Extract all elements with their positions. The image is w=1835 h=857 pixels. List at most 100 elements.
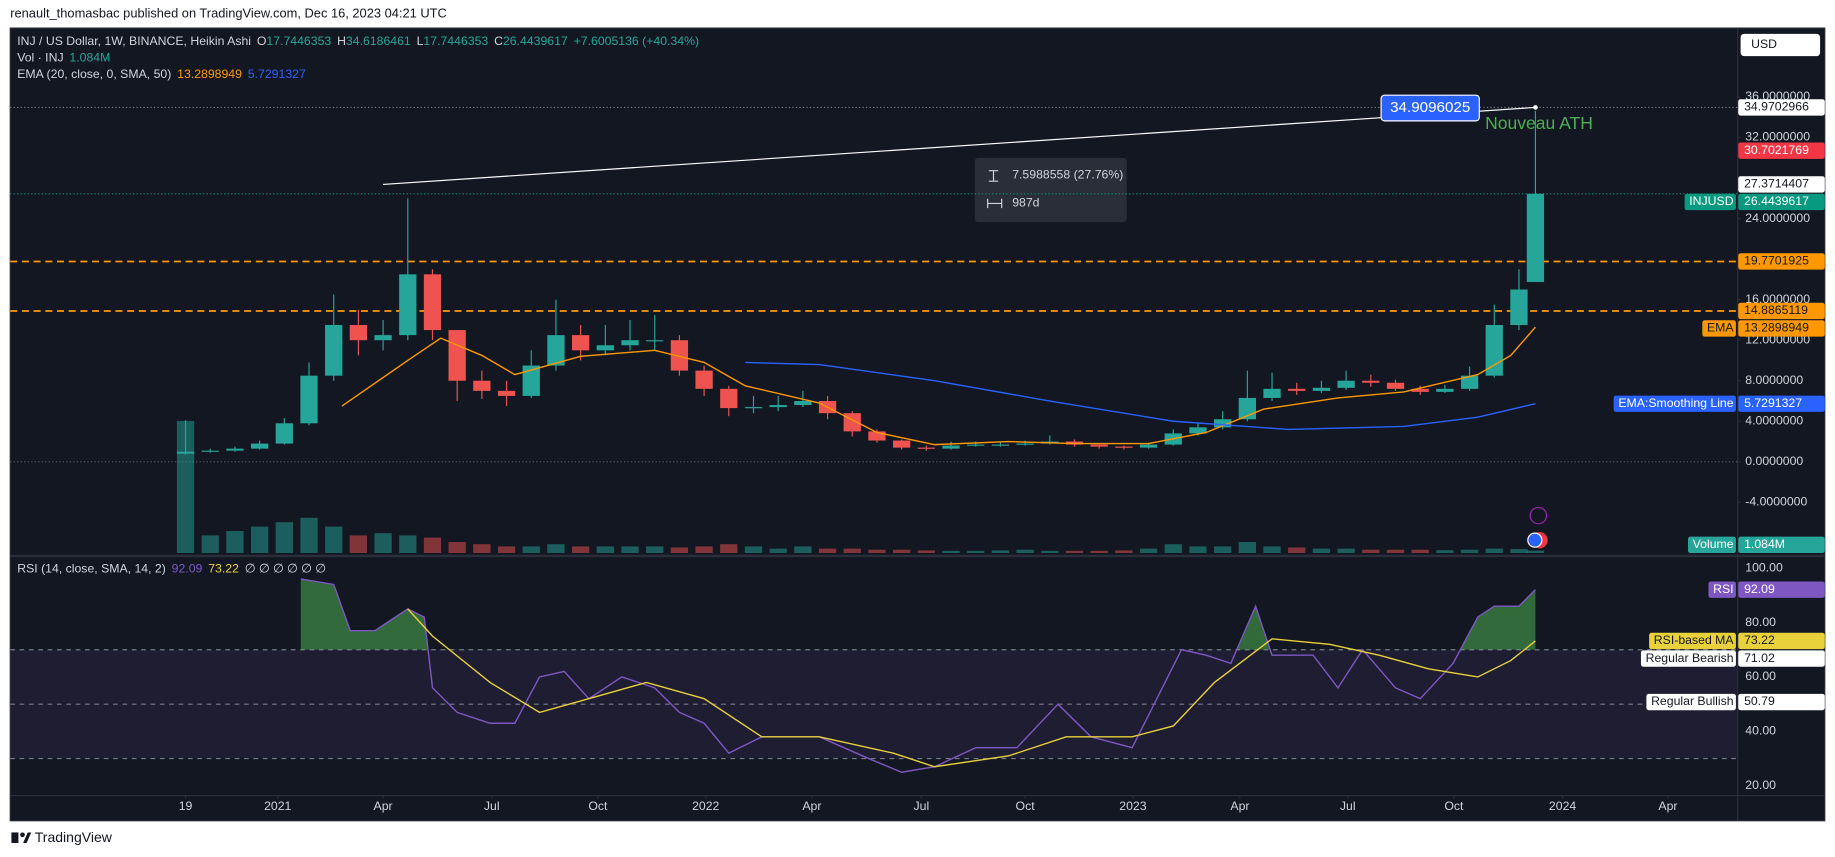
x-tick-label: Apr [1230,799,1249,813]
axis-badge-name-label: Volume [1693,537,1734,551]
candle-body [967,444,985,446]
volume-bar [769,548,787,554]
y-tick-label: 4.0000000 [1745,414,1803,428]
axis-badge-label: 27.3714407 [1744,177,1809,191]
axis-badge [1738,253,1825,270]
axis-badge-label: 50.79 [1744,694,1775,708]
axis-badge [1738,320,1825,337]
axis-badge-name-bg [1646,693,1736,711]
candle-body [250,443,269,449]
currency-button-label[interactable]: USD [1751,37,1777,51]
currency-button[interactable] [1740,33,1821,57]
candle-body [596,345,614,351]
trend-line [383,106,1536,186]
volume-bar [1411,549,1429,554]
volume-bar [1386,549,1405,554]
axis-badge-name-label: Regular Bearish [1646,651,1734,665]
candle-body [794,401,812,406]
axis-badge-name-bg [1640,650,1736,667]
legend-part: 17.7446353 [423,34,488,48]
footer-brand: TradingView [35,829,113,845]
volume-bar [1460,549,1479,554]
x-tick-label: Apr [374,799,393,813]
logo-part [11,832,19,843]
volume-bar [868,549,886,554]
volume-bar [818,548,837,554]
axis-badge-label: 92.09 [1744,582,1775,596]
candle-body [1436,388,1454,392]
axis-badge-label: 34.9702966 [1744,100,1809,114]
candle-body [448,330,466,381]
axis-badge-label: 1.084M [1744,537,1785,551]
trend-handle [1533,105,1538,110]
axis-badge-label: 14.8865119 [1744,303,1808,317]
volume-bar [1436,550,1454,554]
axis-badge-name: RSI [1708,581,1736,598]
volume-bar [1485,548,1503,554]
axis-badge-name-label: INJUSD [1689,194,1733,208]
axis-badge-name: Regular Bullish [1646,693,1736,711]
legend-part: 34.6186461 [346,34,411,48]
legend-part: O [257,34,267,48]
candle-body [917,447,935,449]
axis-badge-name-bg [1687,536,1736,554]
legend-part: RSI (14, close, SMA, 14, 2) [17,562,166,576]
candle-body [349,324,368,341]
volume [176,420,1545,554]
axis-badge-name: Regular Bearish [1640,650,1736,667]
axis-badge-name-bg [1649,632,1736,650]
volume-bar [325,526,343,554]
volume-bar [596,546,614,554]
legend: INJ / US Dollar, 1W, BINANCE, Heikin Ash… [17,34,699,48]
axis-badge-label: 5.7291327 [1744,396,1802,410]
volume-bar [349,535,368,554]
candle-body [1510,289,1528,325]
candle-body [1288,388,1306,391]
legend-part: ∅ ∅ ∅ ∅ ∅ ∅ [245,562,326,576]
rsi-line [300,578,1536,773]
x-tick-label: Oct [1444,799,1464,813]
legend-part: C [494,34,503,48]
legend-part: H [337,34,346,48]
candle-body [1263,388,1281,398]
volume-bar [201,535,219,554]
candle-body [1411,388,1429,392]
volume-bar [1263,546,1281,554]
volume-bar [991,550,1010,554]
axis-badge [1738,193,1825,211]
candle-body [670,340,689,371]
volume-bar [646,546,664,554]
axis-badge [1738,99,1825,116]
measure-icon [987,198,1003,209]
volume-bar [1362,549,1380,554]
candle-body [522,365,540,396]
volume-bar [720,544,738,554]
volume-bar [176,420,195,554]
legend: RSI (14, close, SMA, 14, 2) 92.09 73.22 ∅ ∅… [17,562,326,576]
legend-part: 13.2898949 [177,67,242,81]
annotation-text: Nouveau ATH [1485,113,1593,133]
axis-badge [1738,302,1825,320]
legend-part: INJ / US Dollar, 1W, BINANCE, Heikin Ash… [17,34,251,48]
volume-bar [1214,546,1232,554]
candle-body [201,450,219,452]
axis-badge-name: EMA:Smoothing Line [1613,395,1736,412]
rsi-tick-label: 20.00 [1745,778,1776,792]
y-tick-label: -4.0000000 [1745,495,1807,509]
volume-bar [942,550,960,554]
volume-bar [571,546,590,554]
x-tick-label: 2023 [1119,799,1146,813]
axis-badge-name-bg [1613,395,1736,412]
logo-part [23,832,32,843]
candle-body [769,405,787,408]
candle-body [423,274,442,331]
x-tick-label: 19 [179,799,193,813]
x-tick-label: Oct [588,799,608,813]
volume-bar [497,546,516,554]
axis-badge [1738,176,1825,193]
rsi-ma-line [407,608,1536,768]
rsi-overbought-fill [300,578,1536,650]
volume-bar [967,550,985,554]
volume-bar [522,546,540,554]
volume-bar [1041,550,1059,554]
